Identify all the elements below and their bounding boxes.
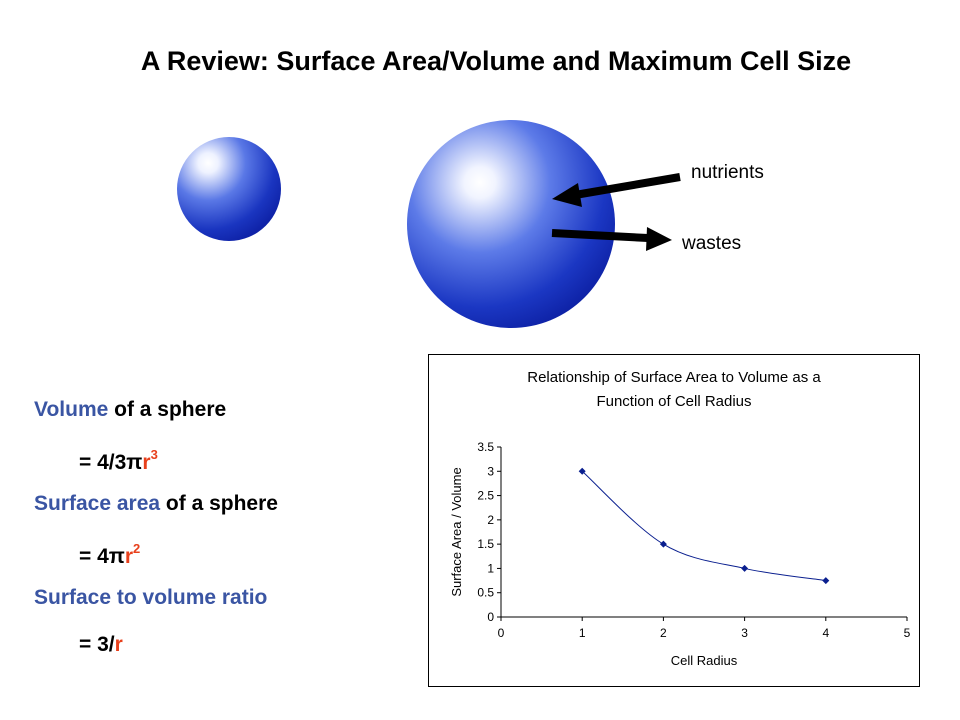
wastes-arrow-head (646, 227, 672, 251)
volume-equation: = 4/3πr3 (34, 439, 278, 486)
y-axis-label: Surface Area / Volume (449, 467, 464, 596)
data-point (822, 577, 830, 585)
chart-title-line1: Relationship of Surface Area to Volume a… (527, 369, 821, 386)
volume-word: Volume (34, 398, 109, 421)
y-tick-label: 1 (487, 561, 494, 575)
wastes-arrow (551, 229, 649, 242)
volume-exponent: 3 (150, 447, 158, 462)
nutrients-arrow-head (552, 183, 582, 207)
y-tick-label: 3 (487, 464, 494, 478)
volume-eq-text: = 4/3π (79, 451, 143, 474)
volume-line: Volume of a sphere (34, 392, 278, 439)
data-point (578, 467, 586, 475)
small-cell-sphere (177, 137, 281, 241)
ratio-eq-text: = 3/ (79, 633, 115, 656)
y-tick-label: 0 (487, 610, 494, 624)
area-line: Surface area of a sphere (34, 486, 278, 533)
large-cell-sphere (407, 120, 615, 328)
chart-title-line2: Function of Cell Radius (596, 393, 752, 410)
area-r: r (124, 545, 134, 568)
formula-list: Volume of a sphere = 4/3πr3 Surface area… (34, 392, 278, 674)
page-title: A Review: Surface Area/Volume and Maximu… (140, 46, 852, 76)
data-point (659, 540, 667, 548)
ratio-line: Surface to volume ratio (34, 586, 268, 609)
x-tick-label: 1 (579, 626, 586, 640)
sa-volume-chart: Relationship of Surface Area to Volume a… (428, 354, 920, 687)
y-tick-label: 3.5 (477, 440, 494, 454)
volume-rest: of a sphere (108, 398, 227, 421)
series-line (581, 470, 826, 582)
y-tick-label: 2 (487, 513, 494, 527)
chart-plot: 0 0.5 1 1.5 2 2.5 3 3.5 0 1 2 3 4 5 Cell Radius Surface… (449, 440, 911, 668)
area-equation: = 4πr2 (34, 533, 278, 580)
ratio-equation: = 3/r (34, 627, 278, 674)
volume-r: r (142, 451, 151, 474)
x-axis-label: Cell Radius (671, 653, 738, 668)
area-eq-text: = 4π (79, 545, 125, 568)
y-tick-label: 0.5 (477, 586, 494, 600)
y-tick-label: 2.5 (477, 489, 494, 503)
area-rest: of a sphere (160, 492, 278, 515)
cell-diagram (177, 120, 681, 328)
nutrients-label: nutrients (691, 162, 764, 183)
data-point (741, 564, 749, 572)
y-tick-label: 1.5 (477, 537, 494, 551)
nutrients-arrow (574, 173, 681, 199)
x-tick-label: 4 (822, 626, 829, 640)
area-exponent: 2 (133, 541, 141, 556)
x-tick-label: 3 (741, 626, 748, 640)
x-tick-label: 0 (498, 626, 505, 640)
x-tick-label: 5 (904, 626, 911, 640)
wastes-label: wastes (682, 233, 742, 254)
x-tick-label: 2 (660, 626, 667, 640)
ratio-r: r (114, 633, 123, 656)
area-word: Surface area (34, 492, 161, 515)
